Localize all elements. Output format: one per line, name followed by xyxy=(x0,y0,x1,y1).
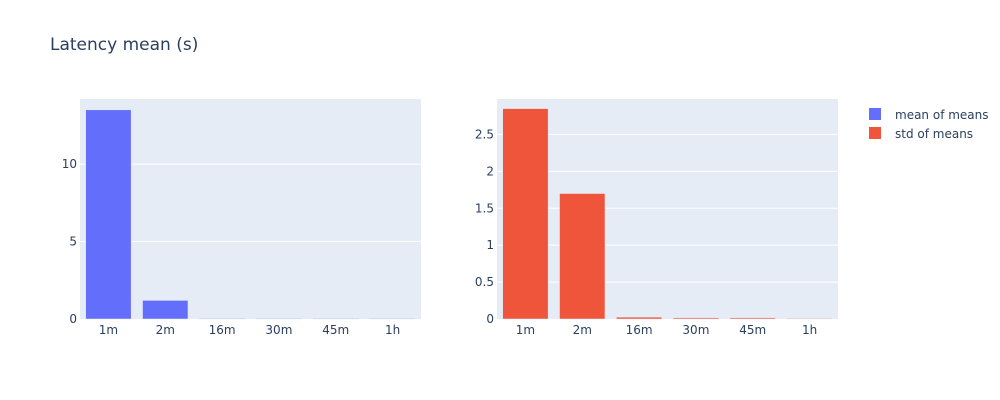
x-tick-label: 1m xyxy=(516,323,535,337)
bar-mean xyxy=(312,318,359,320)
y-tick-label: 0 xyxy=(486,312,494,326)
legend-swatch-std xyxy=(869,127,881,139)
legend-item-std[interactable]: std of means xyxy=(869,127,973,141)
bar-std xyxy=(729,317,776,320)
legend-item-mean[interactable]: mean of means xyxy=(869,108,989,122)
y-tick-label: 2 xyxy=(486,164,494,178)
x-tick-label: 30m xyxy=(682,323,709,337)
y-tick-label: 2.5 xyxy=(475,127,494,141)
x-tick-label: 2m xyxy=(573,323,592,337)
y-tick-label: 5 xyxy=(69,235,77,249)
bar-std xyxy=(559,193,606,320)
x-tick-label: 16m xyxy=(209,323,236,337)
bar-std xyxy=(672,317,719,320)
bar-std xyxy=(616,316,663,320)
x-tick-label: 1m xyxy=(99,323,118,337)
bar-std xyxy=(786,318,833,320)
legend-label-mean: mean of means xyxy=(895,108,989,122)
legend: mean of means std of means xyxy=(869,108,989,141)
x-tick-label: 16m xyxy=(626,323,653,337)
chart-title: Latency mean (s) xyxy=(50,35,198,55)
bar-mean xyxy=(142,300,189,320)
bar-mean xyxy=(199,318,246,320)
y-tick-label: 1 xyxy=(486,238,494,252)
plot-area-mean xyxy=(80,99,421,319)
bar-mean xyxy=(85,109,132,320)
x-tick-label: 30m xyxy=(265,323,292,337)
x-tick-label: 1h xyxy=(385,323,400,337)
x-tick-label: 45m xyxy=(739,323,766,337)
x-tick-label: 2m xyxy=(156,323,175,337)
y-tick-label: 10 xyxy=(62,157,77,171)
subplot-mean: 0 5 10 1m 2m 16m 30m 45m 1h xyxy=(62,99,421,337)
y-tick-label: 1.5 xyxy=(475,201,494,215)
bar-std xyxy=(502,108,549,320)
legend-swatch-mean xyxy=(869,108,881,120)
bar-mean xyxy=(369,318,416,320)
subplot-std: 0 0.5 1 1.5 2 2.5 1m 2m 16m 30m 45m 1h xyxy=(475,99,838,337)
y-tick-label: 0.5 xyxy=(475,275,494,289)
y-tick-label: 0 xyxy=(69,312,77,326)
x-tick-label: 45m xyxy=(322,323,349,337)
legend-label-std: std of means xyxy=(895,127,973,141)
bar-mean xyxy=(255,318,302,320)
x-tick-label: 1h xyxy=(802,323,817,337)
